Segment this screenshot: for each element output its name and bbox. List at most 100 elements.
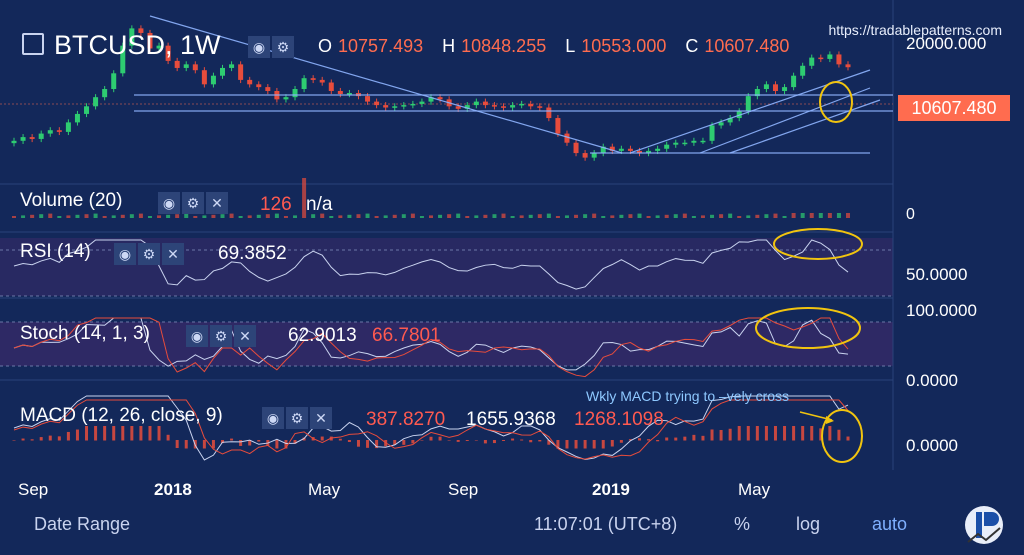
gear-icon[interactable]: ⚙: [138, 243, 160, 265]
eye-icon[interactable]: ◉: [158, 192, 180, 214]
candle-body: [591, 153, 597, 158]
candle-body: [627, 148, 633, 151]
volume-bar: [175, 214, 180, 218]
volume-bar: [247, 215, 252, 218]
percent-toggle[interactable]: %: [734, 514, 751, 534]
volume-bar: [75, 214, 80, 218]
menu-icon[interactable]: [22, 33, 44, 55]
macd-hist-bar: [520, 439, 524, 441]
macd-hist-bar: [792, 426, 796, 441]
candle-body: [192, 64, 198, 71]
volume-bar: [737, 216, 742, 218]
eye-icon[interactable]: ◉: [248, 36, 270, 58]
volume-bar: [827, 213, 832, 218]
volume-bar: [392, 214, 397, 218]
candle-body: [845, 64, 851, 68]
eye-icon[interactable]: ◉: [186, 325, 208, 347]
auto-toggle[interactable]: auto: [872, 514, 908, 534]
macd-hist-bar: [764, 426, 768, 441]
macd-hist-bar: [529, 440, 533, 443]
watermark: https://tradablepatterns.com: [828, 22, 1002, 38]
candle-body: [482, 101, 488, 106]
candle-body: [156, 45, 162, 49]
candle-body: [247, 79, 253, 85]
volume-bar: [111, 215, 116, 218]
volume-bar: [383, 215, 388, 218]
close-icon[interactable]: ✕: [310, 407, 332, 429]
macd-hist-bar: [701, 435, 705, 441]
date-range-button[interactable]: Date Range: [34, 514, 131, 534]
close-icon[interactable]: ✕: [206, 192, 228, 214]
macd-annotation: Wkly MACD trying to –vely cross: [586, 388, 790, 404]
volume-bar: [664, 214, 669, 218]
macd-hist-bar: [39, 437, 43, 441]
gear-icon[interactable]: ⚙: [286, 407, 308, 429]
log-toggle[interactable]: log: [796, 514, 821, 534]
volume-bar: [483, 214, 488, 218]
candle-body: [782, 87, 788, 91]
candle-body: [437, 97, 443, 100]
stoch-k-line: [13, 317, 849, 371]
candle-body: [491, 105, 497, 107]
ohlc-key: C: [685, 36, 699, 56]
candle-body: [74, 113, 80, 123]
volume-bar: [293, 215, 298, 218]
close-icon[interactable]: ✕: [234, 325, 256, 347]
macd-hist-bar: [293, 440, 297, 444]
x-tick: May: [738, 480, 771, 499]
macd-hist-bar: [66, 431, 70, 441]
candle-body: [337, 90, 343, 95]
tradablepatterns-logo: [965, 506, 1003, 544]
stoch-k-value: 62.9013: [288, 325, 357, 346]
candle-body: [319, 79, 325, 83]
symbol-title[interactable]: BTCUSD, 1W: [54, 30, 221, 60]
candle-body: [220, 67, 225, 76]
volume-bar: [510, 216, 515, 218]
eye-icon[interactable]: ◉: [262, 407, 284, 429]
x-tick: Sep: [18, 480, 49, 499]
volume-bar: [583, 214, 588, 218]
macd-hist-bar: [692, 434, 696, 441]
volume-bar: [492, 214, 497, 218]
candle-body: [365, 96, 371, 102]
candle-body: [763, 84, 769, 90]
macd-hist-bar: [320, 436, 324, 441]
stoch-d-value: 66.7801: [372, 325, 441, 346]
volume-bar: [283, 216, 288, 218]
volume-bar: [773, 213, 778, 218]
candle-body: [691, 140, 697, 143]
macd-hist-bar: [556, 440, 560, 449]
volume-bar: [374, 216, 379, 218]
volume-bar: [401, 214, 406, 218]
macd-hist-bar: [828, 426, 832, 441]
macd-hist-bar: [184, 440, 188, 449]
volume-bar: [129, 214, 134, 218]
candle-body: [183, 64, 189, 68]
volume-bar: [447, 214, 452, 218]
grid-lines: [0, 0, 894, 470]
candle-body: [383, 105, 389, 108]
close-icon[interactable]: ✕: [162, 243, 184, 265]
gear-icon[interactable]: ⚙: [182, 192, 204, 214]
volume-bar: [166, 214, 171, 218]
gear-icon[interactable]: ⚙: [210, 325, 232, 347]
candle-body: [573, 142, 579, 154]
macd-label: MACD (12, 26, close, 9): [20, 405, 223, 426]
candle-body: [455, 106, 461, 109]
macd-signal-value: 1655.9368: [466, 409, 556, 430]
eye-icon[interactable]: ◉: [114, 243, 136, 265]
volume-bar: [728, 213, 733, 218]
ohlc-key: H: [442, 36, 456, 56]
ohlc-key: O: [318, 36, 333, 56]
candle-body: [546, 107, 552, 119]
gear-icon[interactable]: ⚙: [272, 36, 294, 58]
candle-body: [147, 32, 153, 49]
macd-hist-bar: [402, 440, 406, 445]
volume-bar: [719, 214, 724, 218]
stoch-axis-top: 100.0000: [906, 301, 977, 320]
volume-bar: [320, 213, 325, 218]
volume-bar: [519, 215, 524, 218]
candle-body: [582, 153, 588, 158]
annotation-arrowhead: [826, 416, 834, 424]
volume-bar: [846, 213, 850, 218]
